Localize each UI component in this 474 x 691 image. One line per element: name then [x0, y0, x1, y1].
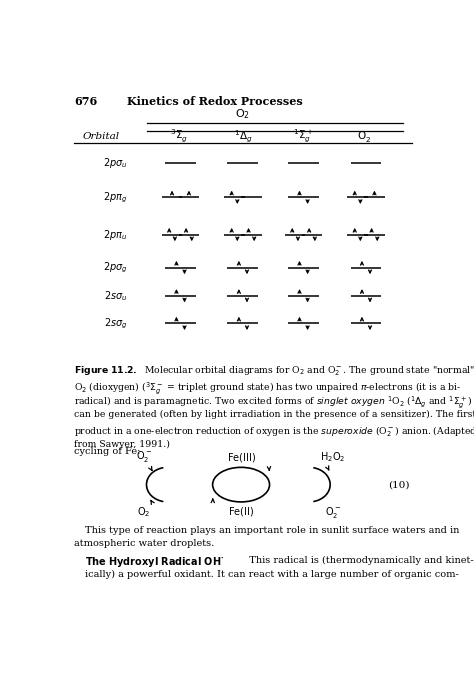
Text: $\mathbf{Figure\ 11.2.}$  Molecular orbital diagrams for O$_2$ and O$_2^-$. The : $\mathbf{Figure\ 11.2.}$ Molecular orbit… [74, 365, 474, 379]
Text: $2p\sigma_g$: $2p\sigma_g$ [102, 261, 127, 275]
Text: from Sawyer, 1991.): from Sawyer, 1991.) [74, 439, 170, 448]
Text: $\mathrm{Fe(III)}$: $\mathrm{Fe(III)}$ [227, 451, 255, 464]
Text: $\mathrm{O_2}$: $\mathrm{O_2}$ [137, 505, 150, 519]
Text: This type of reaction plays an important role in sunlit surface waters and in: This type of reaction plays an important… [85, 526, 459, 535]
Text: $\mathit{\mathbf{The\ Hydroxyl\ Radical\ OH^{\cdot}}}$: $\mathit{\mathbf{The\ Hydroxyl\ Radical\… [85, 556, 224, 569]
Text: $2p\pi_u$: $2p\pi_u$ [103, 227, 127, 242]
Text: product in a one-electron reduction of oxygen is the $\mathit{superoxide}$ (O$_2: product in a one-electron reduction of o… [74, 424, 474, 439]
Text: O$_2$ (dioxygen) ($^3\Sigma_g^-$ = triplet ground state) has two unpaired $\pi$-: O$_2$ (dioxygen) ($^3\Sigma_g^-$ = tripl… [74, 380, 461, 395]
Text: Kinetics of Redox Processes: Kinetics of Redox Processes [127, 96, 303, 107]
Text: $2p\pi_g$: $2p\pi_g$ [103, 190, 127, 205]
Text: 676: 676 [74, 96, 97, 107]
Text: Orbital: Orbital [83, 132, 120, 141]
Text: $^1\Sigma_g^+$: $^1\Sigma_g^+$ [293, 128, 314, 145]
Text: This radical is (thermodynamically and kinet-: This radical is (thermodynamically and k… [243, 556, 474, 565]
Text: $\mathrm{Fe(II)}$: $\mathrm{Fe(II)}$ [228, 505, 254, 518]
Text: $^1\Delta_g$: $^1\Delta_g$ [234, 129, 252, 144]
Text: $\mathrm{H_2O_2}$: $\mathrm{H_2O_2}$ [320, 451, 346, 464]
Text: ically) a powerful oxidant. It can react with a large number of organic com-: ically) a powerful oxidant. It can react… [85, 570, 459, 580]
Text: cycling of Fe:: cycling of Fe: [74, 447, 140, 456]
Text: $2s\sigma_u$: $2s\sigma_u$ [104, 289, 127, 303]
Text: $\mathrm{O_2^-}$: $\mathrm{O_2^-}$ [325, 505, 341, 520]
Text: (10): (10) [389, 480, 410, 489]
Text: $\mathrm{O_2^-}$: $\mathrm{O_2^-}$ [357, 129, 374, 144]
Text: radical) and is paramagnetic. Two excited forms of $\mathit{singlet\ oxygen}$ $^: radical) and is paramagnetic. Two excite… [74, 395, 472, 410]
Text: can be generated (often by light irradiation in the presence of a sensitizer). T: can be generated (often by light irradia… [74, 410, 474, 419]
Text: atmospheric water droplets.: atmospheric water droplets. [74, 539, 214, 548]
Text: $\mathrm{O_2}$: $\mathrm{O_2}$ [235, 107, 249, 121]
Text: $^3\Sigma_g^-$: $^3\Sigma_g^-$ [170, 128, 191, 145]
Text: $2s\sigma_g$: $2s\sigma_g$ [104, 316, 127, 330]
Text: $2p\sigma_u$: $2p\sigma_u$ [103, 155, 127, 170]
Text: $\mathrm{O_2^-}$: $\mathrm{O_2^-}$ [136, 449, 152, 464]
